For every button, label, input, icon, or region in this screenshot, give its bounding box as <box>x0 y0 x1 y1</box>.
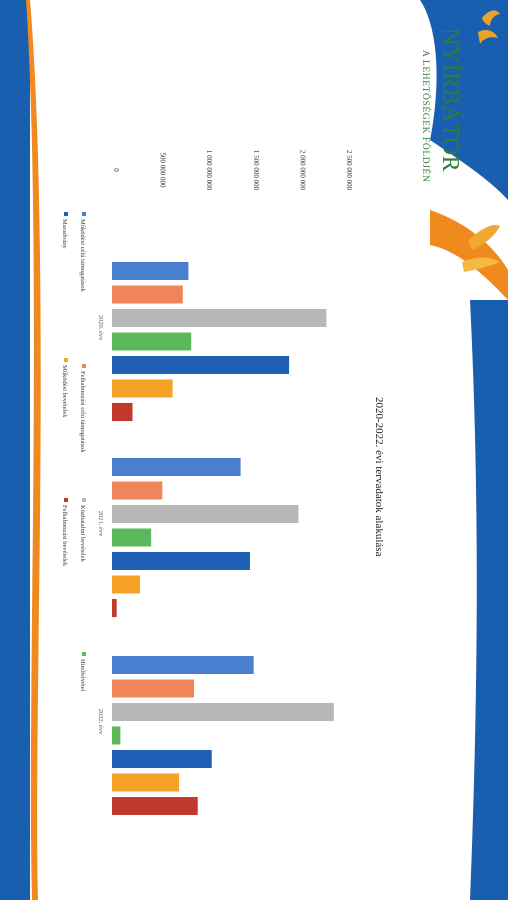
y-tick-label: 500 000 000 <box>159 153 167 189</box>
bar <box>112 773 180 792</box>
bar <box>112 379 173 398</box>
left-blue-band <box>0 0 30 900</box>
bar <box>112 403 133 421</box>
legend-marker <box>64 498 68 502</box>
bar <box>112 552 250 570</box>
bar <box>112 285 183 304</box>
bar <box>112 797 198 815</box>
bar <box>112 703 334 721</box>
right-bottom-blue-band <box>470 300 508 900</box>
category-label: 2021. évv <box>97 511 104 537</box>
bar <box>112 726 121 745</box>
legend-label: Hitelfelvétel <box>79 659 86 692</box>
logo-name: NYÍRBÁTOR <box>437 28 463 172</box>
y-axis-ticks: 0 500 000 000 1 000 000 000 1 500 000 000 2 … <box>112 150 353 191</box>
legend: Működési célú támogatások Felhalmozási cé… <box>61 212 86 692</box>
y-tick-label: 2 000 000 000 <box>298 150 306 191</box>
category-labels: 2020. évv 2021. évv 2022. évv <box>97 315 104 735</box>
legend-marker <box>82 212 86 216</box>
bar <box>112 656 254 674</box>
bar <box>112 575 140 594</box>
category-label: 2022. évv <box>97 709 104 735</box>
legend-label: Működési bevételek <box>61 365 68 418</box>
legend-marker <box>82 498 86 502</box>
legend-label: Maradvány <box>61 219 68 249</box>
logo-flame-icon <box>462 10 500 272</box>
y-tick-label: 2 500 000 000 <box>345 150 353 191</box>
bar <box>112 309 327 327</box>
bar <box>112 679 195 698</box>
right-orange-wave <box>430 210 508 300</box>
bar <box>112 750 212 768</box>
bar <box>112 505 299 523</box>
legend-marker <box>82 652 86 656</box>
category-label: 2020. évv <box>97 315 104 341</box>
legend-label: Működési célú támogatások <box>79 219 86 293</box>
y-tick-label: 0 <box>112 168 120 172</box>
left-orange-stripe <box>26 0 41 900</box>
right-top-blue-arc <box>420 0 508 200</box>
legend-label: Felhalmozási bevételek <box>61 505 68 567</box>
legend-label: Felhalmozási célú támogatások <box>79 371 86 453</box>
bar <box>112 599 117 617</box>
legend-marker <box>64 358 68 362</box>
y-tick-label: 1 000 000 000 <box>205 150 213 191</box>
chart-title: 2020-2022. évi tervadatok alakulása <box>373 397 385 557</box>
y-tick-label: 1 500 000 000 <box>252 150 260 191</box>
bar <box>112 481 163 500</box>
bars <box>112 262 334 815</box>
bar <box>112 356 290 374</box>
legend-label: Közhatalmi bevételek <box>79 505 86 563</box>
bar <box>112 458 241 476</box>
bar <box>112 528 152 547</box>
legend-marker <box>64 212 68 216</box>
bar <box>112 332 192 351</box>
logo-tagline: A LEHETŐSÉGEK FÖLDJÉN <box>420 50 432 182</box>
bar <box>112 262 189 280</box>
legend-marker <box>82 364 86 368</box>
